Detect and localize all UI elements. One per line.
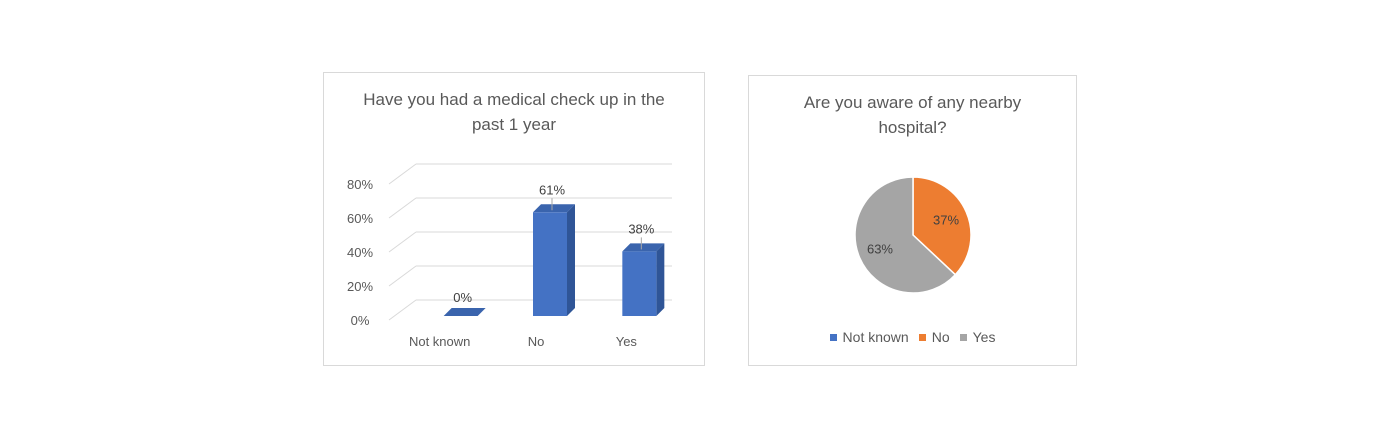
bar-no xyxy=(533,204,575,316)
pie-legend: Not known No Yes xyxy=(749,329,1076,345)
pie-chart-plot: 37% 63% xyxy=(854,176,972,294)
pie-chart-title: Are you aware of any nearby hospital? xyxy=(803,93,1022,137)
y-tick-label: 0% xyxy=(351,313,370,328)
bar-yes xyxy=(622,243,665,316)
x-tick-label: No xyxy=(528,334,545,349)
bar-data-labels: 0% 61% 38% xyxy=(453,182,655,305)
legend-swatch xyxy=(959,333,967,341)
bar-top xyxy=(622,243,665,252)
y-tick-label: 40% xyxy=(347,245,373,260)
pie-data-labels: 37% 63% xyxy=(867,213,959,257)
bar-series xyxy=(443,204,665,316)
data-label: 61% xyxy=(539,182,565,197)
bar-side xyxy=(567,204,575,316)
pie-slice-no xyxy=(912,176,972,276)
legend-label: No xyxy=(931,329,950,345)
bar-top xyxy=(443,308,486,316)
bar-chart-title: Have you had a medical check up in the p… xyxy=(363,90,665,134)
pie-chart-panel: Are you aware of any nearby hospital? 37… xyxy=(748,75,1077,366)
data-label: 0% xyxy=(453,290,472,305)
y-tick-label: 80% xyxy=(347,177,373,192)
pie-data-label: 63% xyxy=(867,241,893,256)
legend-label: Not known xyxy=(842,329,909,345)
gridline-depth xyxy=(388,231,417,253)
gridline-depth xyxy=(388,197,417,219)
legend-label: Yes xyxy=(972,329,996,345)
data-label: 38% xyxy=(628,221,654,236)
legend-swatch xyxy=(918,333,926,341)
x-tick-label: Not known xyxy=(409,334,470,349)
legend-item-yes: Yes xyxy=(959,329,996,345)
bar-front xyxy=(622,251,657,316)
pie-data-label: 37% xyxy=(933,213,959,228)
y-tick-label: 60% xyxy=(347,211,373,226)
legend-item-not-known: Not known xyxy=(829,329,909,345)
bar-top xyxy=(533,204,575,213)
bar-side xyxy=(656,243,665,316)
pie-slice-yes xyxy=(854,176,957,294)
gridline-depth xyxy=(388,163,417,185)
legend-item-no: No xyxy=(918,329,950,345)
gridline-depth xyxy=(388,265,417,287)
bar-x-axis-ticks: Not known No Yes xyxy=(409,334,637,349)
bar-chart-plot: 0% 20% 40% 60% 80% 0% 61% 38% Not known No Yes xyxy=(347,163,672,349)
gridline-depth xyxy=(388,299,417,321)
bar-not-known xyxy=(443,308,486,316)
bar-front xyxy=(533,212,567,316)
pie-slices xyxy=(854,176,972,294)
bar-chart-panel: Have you had a medical check up in the p… xyxy=(323,72,705,366)
legend-swatch xyxy=(829,333,837,341)
bar-y-axis-ticks: 0% 20% 40% 60% 80% xyxy=(347,177,373,328)
y-tick-label: 20% xyxy=(347,279,373,294)
x-tick-label: Yes xyxy=(616,334,638,349)
